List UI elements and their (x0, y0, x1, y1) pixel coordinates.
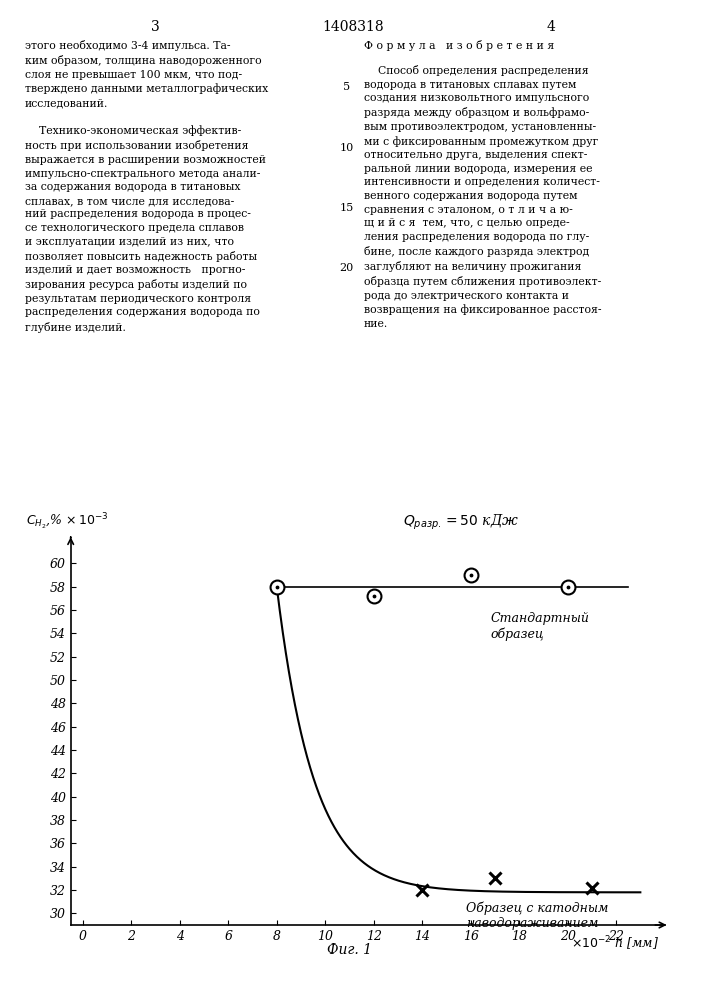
Text: $\times 10^{-2}$ h [мм]: $\times 10^{-2}$ h [мм] (571, 934, 660, 953)
Text: Стандартный
образец: Стандартный образец (490, 612, 589, 641)
Text: 4: 4 (547, 20, 556, 34)
Text: 20: 20 (339, 263, 354, 273)
Text: 10: 10 (339, 143, 354, 153)
Text: 3: 3 (151, 20, 160, 34)
Text: 5: 5 (343, 82, 350, 92)
Text: $Q_{\mathit{разр.}}= 50$ кДж: $Q_{\mathit{разр.}}= 50$ кДж (403, 513, 519, 532)
Text: этого необходимо 3-4 импульса. Та-
ким образом, толщина наводороженного
слоя не : этого необходимо 3-4 импульса. Та- ким о… (25, 40, 268, 333)
Text: $C_{H_2}$,% $\times\,10^{-3}$: $C_{H_2}$,% $\times\,10^{-3}$ (26, 512, 108, 532)
Text: Образец с катодным
наводораживанием: Образец с катодным наводораживанием (466, 902, 608, 930)
Text: Фиг. 1: Фиг. 1 (327, 942, 372, 956)
Text: Способ определения распределения
водорода в титановых сплавах путем
создания низ: Способ определения распределения водород… (364, 65, 602, 329)
Text: 1408318: 1408318 (322, 20, 385, 34)
Text: Ф о р м у л а   и з о б р е т е н и я: Ф о р м у л а и з о б р е т е н и я (364, 40, 554, 51)
Text: 15: 15 (339, 203, 354, 213)
